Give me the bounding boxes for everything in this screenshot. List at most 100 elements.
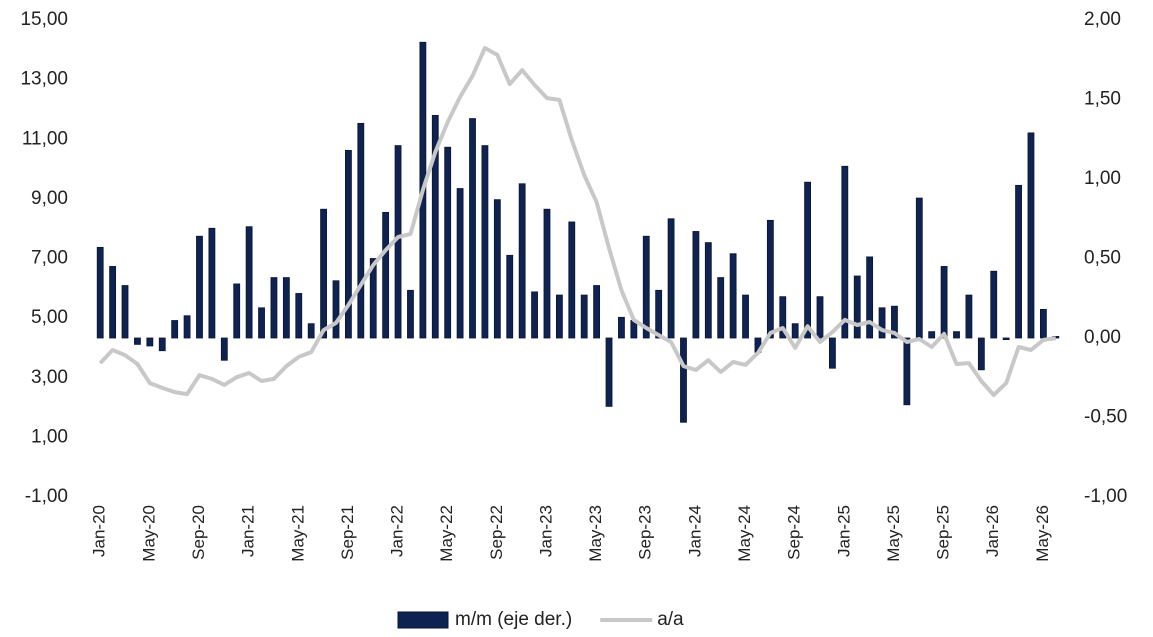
legend-swatch [397,611,449,629]
y-tick-label: 3,00 [31,367,68,388]
x-tick-label: May-22 [437,505,456,562]
x-tick-label: Jan-20 [90,505,109,557]
y-tick-label: 15,00 [20,9,68,30]
x-tick-label: Sep-24 [785,505,804,560]
x-tick-label: Jan-25 [834,505,853,557]
bar [382,211,390,339]
x-tick-label: Sep-21 [338,505,357,560]
bar [282,277,290,339]
bar [655,289,663,339]
y-tick-label: 9,00 [31,188,68,209]
bar [1002,337,1010,340]
bar [493,199,501,339]
bar [940,266,948,339]
bar [804,181,811,339]
bar [593,285,601,339]
y2-tick-label: 1,00 [1084,168,1121,189]
x-tick-label: May-26 [1033,505,1052,562]
bar [791,323,799,339]
bar [1039,308,1047,339]
x-tick-label: May-21 [288,505,307,562]
bar [878,307,886,339]
x-tick-label: May-20 [139,505,158,562]
bar [977,337,985,371]
bar [1015,184,1022,339]
bar [965,294,973,339]
y2-tick-label: 1,50 [1084,89,1121,110]
bar [779,296,787,339]
bar [866,256,874,339]
bar [729,253,737,339]
bar [431,115,439,339]
bar [953,331,960,339]
bar [345,149,352,339]
line [98,46,1057,397]
bar [96,246,104,339]
bar [469,118,476,339]
bar [146,337,154,347]
x-tick-label: Jan-26 [983,505,1002,557]
bar [171,320,179,339]
bar [816,296,824,339]
bar [915,197,923,339]
x-tick-label: May-24 [735,505,754,562]
bar [134,337,141,345]
bar [580,294,588,339]
bar [990,270,998,339]
bar [531,291,538,339]
bar [543,208,551,339]
bar [357,122,365,339]
bar [518,183,526,339]
x-tick-label: Sep-22 [487,505,506,560]
bar [332,280,340,339]
bar [481,145,489,339]
bar [618,316,625,339]
bar [183,315,191,339]
y-tick-label: -1,00 [25,486,68,507]
bar [928,331,936,339]
bar [444,146,452,339]
legend-label: m/m (eje der.) [455,609,572,630]
x-tick-label: Jan-21 [239,505,258,557]
bar [270,277,278,339]
bar [692,231,700,339]
y2-tick-label: -1,00 [1084,486,1127,507]
bar [369,258,377,339]
bar [568,221,576,339]
x-tick-label: Jan-23 [536,505,555,557]
bar [555,294,563,339]
bar [667,218,675,339]
x-tick-label: Sep-25 [934,505,953,560]
y-tick-label: 5,00 [31,307,68,328]
y2-tick-label: 2,00 [1084,9,1121,30]
y2-tick-label: -0,50 [1084,407,1127,428]
x-tick-label: Jan-24 [685,505,704,557]
bar [642,235,650,339]
bar [121,285,129,339]
bar [295,293,303,339]
bar [407,289,414,339]
y-tick-label: 1,00 [31,426,68,447]
bar [506,254,514,339]
bar [233,283,241,339]
bar [841,165,849,339]
bar [680,337,687,423]
bar [109,266,117,339]
bar [829,337,836,369]
bar [1027,132,1035,339]
legend-label: a/a [657,609,684,630]
bar [853,275,861,339]
bar [742,294,749,339]
bar [891,305,898,339]
bar [903,337,911,406]
bar [220,337,228,361]
bar [307,323,315,339]
x-tick-label: May-23 [586,505,605,562]
bar [158,337,166,352]
bar [320,208,327,339]
y-tick-label: 13,00 [20,69,68,90]
x-tick-label: May-25 [884,505,903,562]
bar [245,226,253,339]
bar [766,219,774,339]
